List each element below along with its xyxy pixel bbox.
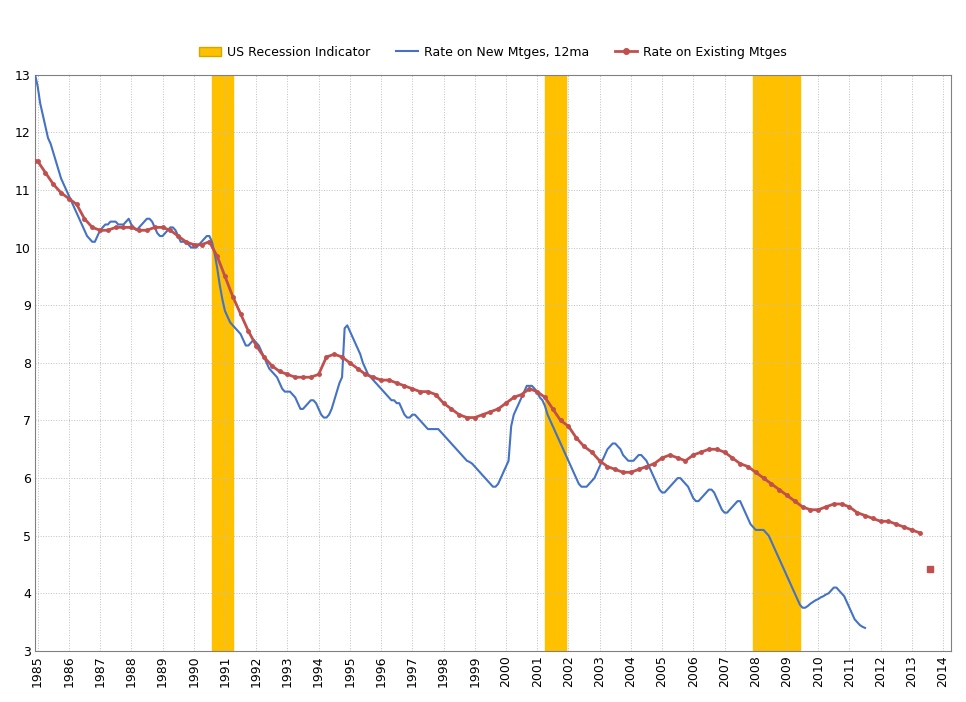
Legend: US Recession Indicator, Rate on New Mtges, 12ma, Rate on Existing Mtges: US Recession Indicator, Rate on New Mtge…: [194, 41, 792, 64]
Bar: [545, 74, 566, 651]
Bar: [753, 74, 800, 651]
Bar: [212, 74, 233, 651]
